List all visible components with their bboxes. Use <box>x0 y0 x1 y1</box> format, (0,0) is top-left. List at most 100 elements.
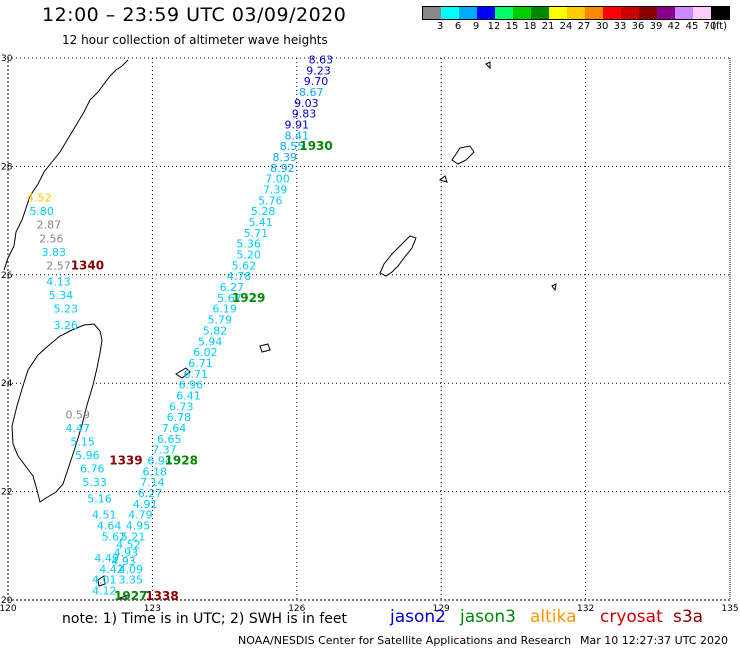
map-grid: 120 123 126 129 132 135 30 28 26 24 22 20 <box>0 54 739 614</box>
color-scale-tick-label: 45 <box>685 21 699 32</box>
wave-height-label: 5.34 <box>49 289 74 302</box>
small-island <box>118 595 127 601</box>
wave-height-label: 7.00 <box>265 173 290 186</box>
pass-id-label: 1340 <box>71 258 104 272</box>
wave-height-label: 5.96 <box>75 449 100 462</box>
color-swatch <box>459 7 477 19</box>
lat-label: 28 <box>1 162 13 172</box>
lon-label: 129 <box>433 604 450 614</box>
color-swatch <box>693 7 711 19</box>
wave-height-label: 4.78 <box>227 270 252 283</box>
color-scale-legend: (ft) 3 6 9 12 15 18 21 24 27 30 33 36 39 42 45 70 <box>422 6 730 34</box>
wave-height-label: 5.20 <box>236 249 261 262</box>
wave-height-label: 5.62 <box>102 530 127 543</box>
wave-height-label: 3.26 <box>54 319 79 332</box>
satellite-legend-item: jason3 <box>460 607 516 627</box>
wave-height-label: 4.12 <box>92 585 117 598</box>
color-swatch <box>441 7 459 19</box>
wave-height-label: 6.02 <box>193 346 218 359</box>
lat-label: 26 <box>1 271 13 281</box>
wave-height-label: 3.83 <box>41 246 66 259</box>
lon-label: 135 <box>721 604 738 614</box>
color-swatch <box>495 7 513 19</box>
color-swatch <box>567 7 585 19</box>
color-swatch <box>423 7 441 19</box>
wave-height-label: 4.52 <box>116 539 141 552</box>
color-scale-tick-label: 36 <box>631 21 645 32</box>
wave-height-label: 5.82 <box>203 324 228 337</box>
wave-height-label: 8.63 <box>309 53 334 66</box>
lat-label: 24 <box>1 379 13 389</box>
color-scale-tick-label: 6 <box>454 21 462 32</box>
color-scale-tick-label: 21 <box>541 21 555 32</box>
wave-height-label: 5.23 <box>54 303 79 316</box>
wave-height-label: 6.18 <box>143 465 168 478</box>
wave-height-label: 4.13 <box>46 276 71 289</box>
wave-height-label: 9.83 <box>292 108 317 121</box>
wave-height-label: 0.59 <box>66 408 91 421</box>
color-swatch <box>675 7 693 19</box>
color-swatch <box>621 7 639 19</box>
pass-id-label: 1928 <box>165 454 198 468</box>
color-scale-tick-label: 30 <box>595 21 609 32</box>
wave-height-label: 4.51 <box>92 509 117 522</box>
wave-height-label: 5.94 <box>198 335 223 348</box>
wave-height-label: 8.92 <box>270 162 295 175</box>
wave-height-label: 4.47 <box>66 422 91 435</box>
wave-height-label: 5.80 <box>29 205 54 218</box>
wave-height-label: 3.35 <box>118 574 143 587</box>
wave-height-label: 5.62 <box>232 259 257 272</box>
wave-height-label: 8.39 <box>273 151 298 164</box>
generated-timestamp: Mar 10 12:27:37 UTC 2020 <box>580 634 728 647</box>
color-scale-tick-label: 42 <box>667 21 681 32</box>
wave-height-label: 8.55 <box>280 140 305 153</box>
lat-label: 30 <box>1 54 13 64</box>
wave-height-label: 5.15 <box>70 436 95 449</box>
color-scale-tick-label: 33 <box>613 21 627 32</box>
wave-height-label: 6.78 <box>167 411 192 424</box>
color-swatch <box>657 7 675 19</box>
okinawa-island <box>379 235 417 277</box>
wave-height-label: 2.87 <box>37 219 62 232</box>
color-scale-tick-label: 12 <box>487 21 501 32</box>
wave-height-label: 7.39 <box>263 184 288 197</box>
small-island <box>551 283 557 292</box>
page-subtitle: 12 hour collection of altimeter wave hei… <box>62 33 328 47</box>
wave-height-label: 7.64 <box>162 422 187 435</box>
wave-height-label: 4.93 <box>114 547 139 560</box>
wave-height-label: 5.33 <box>82 476 107 489</box>
color-scale-tick-label: 9 <box>472 21 480 32</box>
wave-height-label: 4.09 <box>118 563 143 576</box>
pass-id-label: 1929 <box>232 291 265 305</box>
color-swatch <box>531 7 549 19</box>
color-scale-tick-label: 18 <box>523 21 537 32</box>
wave-height-label: 4.52 <box>27 192 52 205</box>
wave-height-label: 6.19 <box>212 303 237 316</box>
satellite-legend-item: s3a <box>673 607 704 627</box>
lon-label: 123 <box>144 604 161 614</box>
pass-id-label: 1930 <box>299 139 332 153</box>
lon-label: 132 <box>577 604 594 614</box>
wave-height-label: 6.71 <box>183 368 208 381</box>
wave-height-label: 9.70 <box>304 75 329 88</box>
color-swatch <box>585 7 603 19</box>
wave-height-label: 6.76 <box>80 463 105 476</box>
wave-height-label: 9.23 <box>306 64 331 77</box>
lat-label: 22 <box>1 488 12 498</box>
color-swatch <box>513 7 531 19</box>
wave-height-label: 5.67 <box>217 292 242 305</box>
satellite-legend-item: cryosat <box>600 607 663 627</box>
lat-label: 20 <box>1 596 13 606</box>
color-scale-tick-label: 70 <box>703 21 717 32</box>
color-swatch <box>639 7 657 19</box>
taiwan-coastline <box>11 323 103 503</box>
wave-height-label: 5.21 <box>121 530 146 543</box>
wave-height-label: 2.57 <box>46 259 71 272</box>
color-swatch <box>711 7 729 19</box>
wave-height-label: 6.73 <box>169 400 194 413</box>
wave-height-label: 6.41 <box>176 389 201 402</box>
wave-height-label: 2.56 <box>39 232 64 245</box>
wave-height-label: 9.03 <box>294 97 319 110</box>
pass-id-label: 1339 <box>109 454 142 468</box>
